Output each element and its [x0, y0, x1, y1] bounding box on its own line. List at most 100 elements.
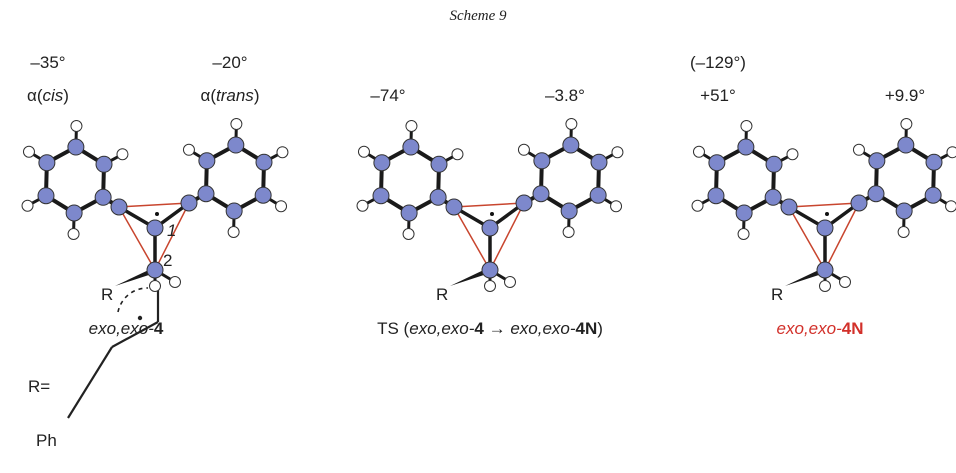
substituent-label: R: [436, 285, 448, 304]
alpha-label: α(cis): [27, 86, 69, 105]
carbon: [896, 203, 912, 219]
label-part: exo,exo-: [409, 319, 475, 338]
hydrogen: [820, 281, 831, 292]
molecules: R 1 2 R R: [22, 119, 956, 304]
angle-label: –74°: [370, 86, 405, 105]
hydrogen: [566, 119, 577, 130]
carbon: [534, 153, 550, 169]
substituent-label: R: [101, 285, 113, 304]
carbon: [181, 195, 197, 211]
carbon: [898, 137, 914, 153]
hydrogen: [357, 200, 368, 211]
carbon: [403, 139, 419, 155]
carbon: [373, 188, 389, 204]
scheme: Scheme 9 –35° –20° α(cis) α(trans) exo,e…: [0, 0, 956, 473]
molecule: R: [692, 119, 956, 304]
hydrogen: [898, 226, 909, 237]
alpha-suffix: ): [63, 86, 69, 105]
carbon: [766, 156, 782, 172]
angle-label: –35°: [30, 53, 65, 72]
carbon: [851, 195, 867, 211]
label-part: exo,exo-: [510, 319, 576, 338]
carbon: [66, 205, 82, 221]
hydrogen: [22, 200, 33, 211]
carbon: [869, 153, 885, 169]
hydrogen: [68, 228, 79, 239]
molecule-label: exo,exo-4N: [777, 319, 864, 338]
molecule: R 1 2: [22, 119, 288, 304]
carbon: [591, 154, 607, 170]
carbon: [516, 195, 532, 211]
carbon: [147, 262, 163, 278]
carbon: [198, 186, 214, 202]
label-part: 4N: [842, 319, 864, 338]
carbon: [482, 262, 498, 278]
hydrogen: [787, 149, 798, 160]
angle-label: +9.9°: [885, 86, 925, 105]
alpha-suffix: ): [254, 86, 260, 105]
hydrogen: [228, 226, 239, 237]
tri-line: [119, 203, 189, 207]
carbon: [738, 139, 754, 155]
hydrogen: [183, 144, 194, 155]
radical-dot: [138, 316, 142, 320]
phenyl-label: Ph: [36, 431, 57, 450]
hydrogen: [563, 226, 574, 237]
carbon: [199, 153, 215, 169]
carbon: [401, 205, 417, 221]
alpha-prefix: α(: [27, 86, 43, 105]
angle-label: –20°: [212, 53, 247, 72]
hydrogen: [23, 146, 34, 157]
hydrogen: [276, 201, 287, 212]
carbon: [96, 156, 112, 172]
label-part: 4N: [576, 319, 598, 338]
radical-dot: [490, 212, 494, 216]
atom-number: 2: [163, 251, 172, 270]
label-part: exo,exo-: [777, 319, 843, 338]
hydrogen: [741, 121, 752, 132]
radical-dot: [155, 212, 159, 216]
hydrogen: [358, 146, 369, 157]
carbon: [226, 203, 242, 219]
hydrogen: [738, 228, 749, 239]
label-part: TS (: [377, 319, 409, 338]
carbon: [708, 188, 724, 204]
carbon: [868, 186, 884, 202]
atom-number: 1: [167, 221, 176, 240]
carbon: [431, 156, 447, 172]
tri-line: [789, 203, 859, 207]
hydrogen: [518, 144, 529, 155]
tri-line: [825, 203, 859, 270]
hydrogen: [117, 149, 128, 160]
carbon: [38, 188, 54, 204]
hydrogen: [840, 277, 851, 288]
hydrogen: [901, 119, 912, 130]
r-group-structure: [68, 286, 158, 418]
r-group-label: R=: [28, 377, 50, 396]
carbon: [68, 139, 84, 155]
carbon: [430, 189, 446, 205]
angle-label: +51°: [700, 86, 736, 105]
carbon: [736, 205, 752, 221]
tri-line: [490, 203, 524, 270]
carbon: [39, 155, 55, 171]
alpha-word: trans: [216, 86, 254, 105]
hydrogen: [612, 147, 623, 158]
angle-label: (–129°): [690, 53, 746, 72]
carbon: [95, 189, 111, 205]
carbon: [147, 220, 163, 236]
hydrogen: [947, 147, 956, 158]
angle-label: –3.8°: [545, 86, 585, 105]
carbon: [446, 199, 462, 215]
carbon: [817, 220, 833, 236]
hydrogen: [693, 146, 704, 157]
carbon: [781, 199, 797, 215]
carbon: [256, 154, 272, 170]
alpha-label: α(trans): [201, 86, 260, 105]
carbon: [255, 187, 271, 203]
carbon: [817, 262, 833, 278]
hydrogen: [452, 149, 463, 160]
alpha-word: cis: [43, 86, 64, 105]
carbon: [563, 137, 579, 153]
carbon: [533, 186, 549, 202]
